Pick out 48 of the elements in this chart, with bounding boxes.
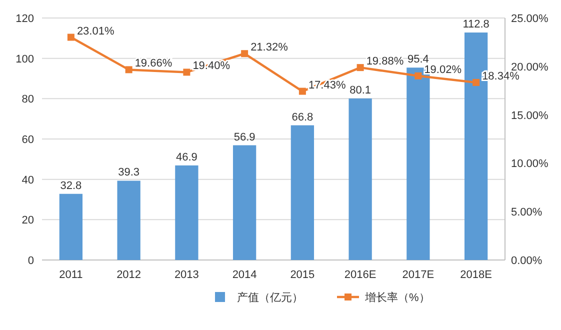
x-tick-label: 2017E [402,269,434,281]
point [67,34,74,41]
x-tick-label: 2013 [174,269,199,281]
y2-tick-label: 15.00% [511,110,549,122]
y2-tick-label: 5.00% [511,206,542,219]
bar [175,165,198,260]
x-tick-label: 2014 [232,269,257,281]
data-label: 112.8 [462,18,490,31]
data-label: 80.1 [350,84,372,96]
y-tick-label: 100 [16,53,34,66]
bar [232,145,256,260]
point [183,68,190,76]
point [414,72,422,80]
point [472,78,480,86]
data-label: 32.8 [60,180,82,192]
bar [290,125,314,260]
legend-label: 产值（亿元） [237,291,303,304]
y2-tick-label: 10.00% [511,158,549,170]
data-label: 46.9 [176,151,198,164]
data-label: 39.3 [118,166,140,179]
data-label: 66.8 [292,111,314,124]
point [298,88,306,95]
data-label: 95.4 [407,54,429,66]
data-label: 23.01% [76,25,114,38]
point [241,50,248,58]
x-tick-label: 2015 [290,269,315,281]
data-label: 56.9 [234,131,256,144]
y-tick-label: 0 [28,255,34,267]
point [356,64,364,72]
y2-tick-label: 0.00% [511,255,542,267]
y-tick-label: 60 [22,134,34,146]
bar [117,180,140,260]
y-tick-label: 120 [16,13,34,25]
data-label: 21.32% [250,42,288,54]
bar [59,194,83,260]
point [125,66,132,74]
legend-label: 增长率（%） [364,291,430,304]
data-label: 19.88% [366,56,404,68]
x-tick-label: 2018E [460,269,492,281]
x-tick-label: 2012 [116,269,142,281]
y-tick-label: 20 [22,214,34,227]
x-tick-label: 2011 [59,269,83,281]
y2-tick-label: 25.00% [511,13,549,25]
y-tick-label: 80 [22,94,34,106]
bar [348,98,372,260]
y-tick-label: 40 [22,174,34,186]
x-tick-label: 2016E [344,269,376,281]
data-label: 19.66% [134,58,172,70]
